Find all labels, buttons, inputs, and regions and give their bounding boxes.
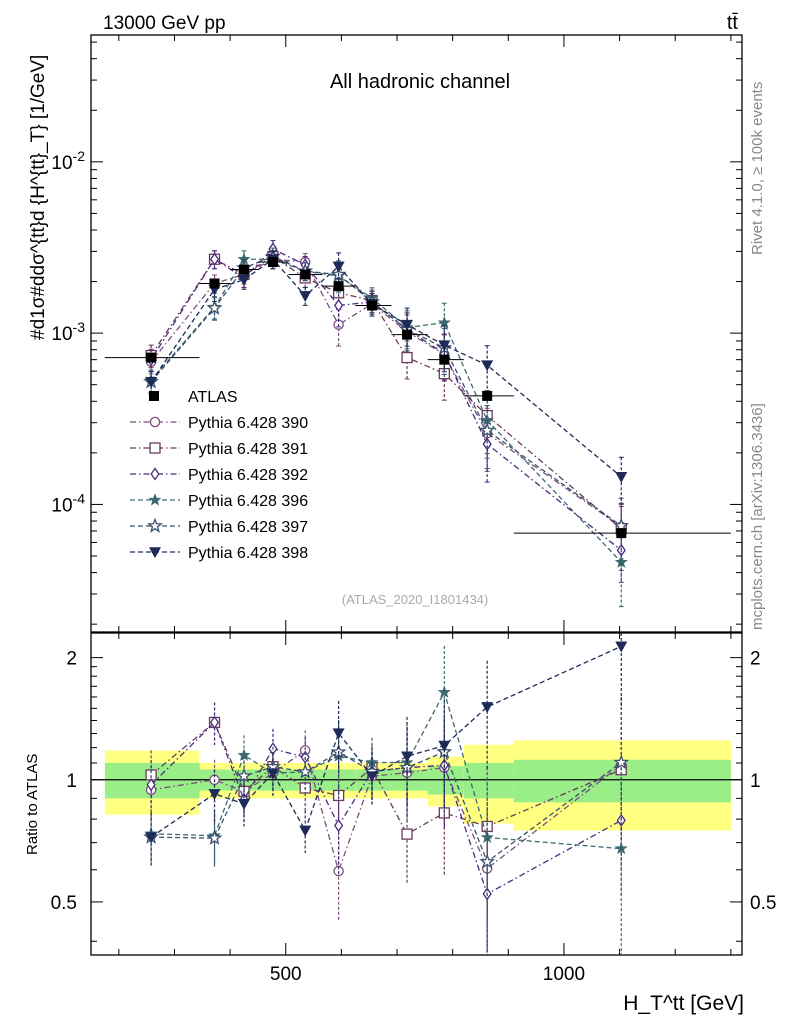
series-6-ratio-point: [266, 768, 279, 780]
data-point: [366, 300, 377, 311]
legend-marker-2: [149, 442, 161, 454]
series-2-ratio-point: [401, 828, 413, 840]
series-6-point: [145, 376, 158, 388]
series-5-ratio-point: [479, 853, 496, 869]
ratio-tick-label-left: 1: [66, 771, 77, 792]
legend-atlas-marker: [149, 391, 159, 401]
legend-marker-5: [147, 517, 163, 533]
x-tick-label: 500: [270, 964, 302, 985]
y-tick-label: 10-4: [51, 490, 85, 516]
series-2-point: [401, 351, 413, 364]
header-right: tt̄: [727, 12, 739, 34]
series-6-point: [299, 291, 312, 302]
x-tick-label: 1000: [543, 964, 585, 985]
series-6-ratio-point: [481, 702, 494, 714]
series-3-ratio-point: [146, 778, 156, 792]
y-axis-label: #d1σ#ddσ^{tt}d {H^{tt}_T} [1/GeV]: [28, 55, 49, 340]
series-4-line: [150, 258, 622, 563]
legend-label-6: Pythia 6.428 398: [188, 545, 308, 562]
series-6-ratio-point: [365, 771, 378, 783]
series-3-point: [209, 252, 220, 266]
series-6-ratio-point: [615, 641, 628, 653]
y-tick-label: 10-3: [51, 319, 85, 345]
y-tick-label: 10-2: [51, 148, 85, 174]
series-6-point: [401, 319, 414, 331]
series-5-ratio-point: [206, 829, 223, 845]
data-point: [402, 329, 413, 340]
data-point: [333, 281, 344, 292]
series-6-point: [238, 274, 251, 286]
legend-label-2: Pythia 6.428 391: [188, 441, 308, 458]
series-5-ratio-point: [297, 763, 314, 779]
series-6-point: [481, 360, 494, 372]
legend-marker-3: [150, 467, 160, 481]
legend-atlas-label: ATLAS: [188, 389, 238, 406]
series-5-point: [479, 422, 496, 438]
series-6-ratio-line: [150, 645, 622, 838]
data-point: [300, 269, 311, 280]
ratio-axis-label: Ratio to ATLAS: [24, 754, 41, 855]
series-6-ratio-point: [208, 789, 221, 801]
series-6-point: [332, 261, 345, 273]
mcplots-label: mcplots.cern.ch [arXiv:1306.3436]: [749, 403, 766, 630]
series-4-ratio-point: [437, 685, 451, 698]
ratio-tick-label-right: 1: [750, 771, 761, 792]
ratio-frame: [90, 632, 743, 956]
ratio-band-inner: [463, 762, 514, 799]
legend-marker-4: [148, 493, 162, 506]
legend-label-1: Pythia 6.428 390: [188, 415, 308, 432]
series-3-point: [482, 437, 492, 451]
series-6-ratio-point: [332, 728, 345, 740]
series-5-ratio-point: [236, 767, 252, 783]
ratio-tick-label-right: 0.5: [750, 893, 776, 914]
legend-label-5: Pythia 6.428 397: [188, 519, 308, 536]
legend-label-3: Pythia 6.428 392: [188, 467, 308, 484]
series-6-ratio-point: [401, 751, 414, 763]
data-point: [267, 257, 278, 268]
data-point: [482, 390, 493, 401]
ratio-tick-label-left: 2: [66, 649, 77, 670]
ratio-tick-label-right: 2: [750, 649, 761, 670]
series-6-point: [615, 471, 628, 483]
data-point: [616, 528, 627, 539]
series-3-point: [334, 298, 344, 313]
series-6-ratio-point: [438, 740, 451, 752]
series-3-ratio-point: [334, 818, 344, 833]
series-1-ratio-line: [150, 749, 622, 874]
series-6-point: [438, 340, 451, 352]
series-6-ratio-point: [145, 832, 158, 844]
series-5-point: [206, 299, 223, 315]
x-axis-label: H_T^tt [GeV]: [623, 992, 744, 1015]
series-5-line: [150, 255, 622, 527]
analysis-tag: (ATLAS_2020_I1801434): [342, 592, 488, 607]
chart-title: All hadronic channel: [330, 71, 510, 93]
series-6-ratio-point: [299, 825, 312, 837]
legend-marker-1: [149, 416, 161, 428]
data-point: [146, 352, 157, 363]
rivet-label: Rivet 4.1.0, ≥ 100k events: [749, 82, 766, 255]
series-5-ratio-point: [613, 754, 630, 770]
data-point: [239, 264, 250, 275]
ratio-tick-label-left: 0.5: [51, 893, 77, 914]
series-6-ratio-point: [238, 799, 251, 810]
legend-label-4: Pythia 6.428 396: [188, 493, 308, 510]
legend-marker-6: [148, 547, 162, 559]
series-6-line: [150, 258, 622, 478]
header-left: 13000 GeV pp: [103, 13, 226, 34]
data-point: [209, 278, 220, 289]
data-point: [439, 354, 450, 365]
series-3-ratio-point: [209, 715, 220, 730]
